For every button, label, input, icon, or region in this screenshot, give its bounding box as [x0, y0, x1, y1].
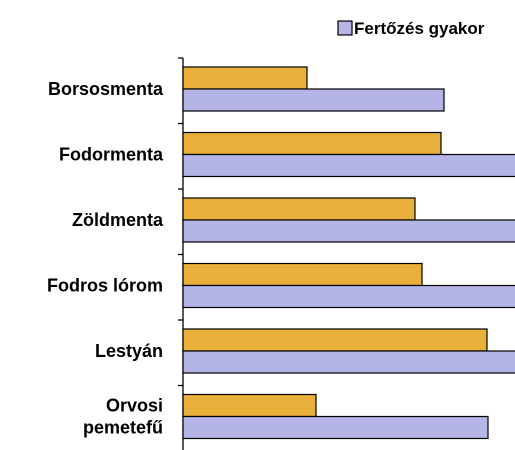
- bar-1: [182, 262, 423, 287]
- category-label: Fodros lórom: [47, 276, 163, 296]
- bar-2: [182, 415, 489, 440]
- bar-1: [182, 197, 416, 221]
- legend: Fertőzés gyakor: [337, 19, 485, 38]
- bar-1: [182, 66, 308, 90]
- legend-swatch: [337, 20, 353, 36]
- bar-1: [182, 328, 488, 352]
- bar-2: [182, 350, 515, 374]
- category-label: Lestyán: [95, 341, 163, 361]
- bars: [182, 66, 515, 440]
- bar-2: [182, 153, 515, 178]
- bar-1: [182, 131, 442, 156]
- bar-2: [182, 219, 515, 243]
- category-axis: [178, 57, 184, 450]
- legend-label: Fertőzés gyakor: [354, 19, 485, 38]
- category-label: pemetefű: [83, 418, 163, 438]
- bar-1: [182, 393, 317, 418]
- category-label: Orvosi: [106, 396, 163, 416]
- bar-2: [182, 88, 445, 112]
- category-label: Borsosmenta: [48, 79, 164, 99]
- category-label: Zöldmenta: [72, 210, 164, 230]
- bar-2: [182, 284, 515, 309]
- category-label: Fodormenta: [59, 145, 164, 165]
- category-labels: Borsosmenta Fodormenta Zöldmenta Fodros lór…: [47, 79, 164, 438]
